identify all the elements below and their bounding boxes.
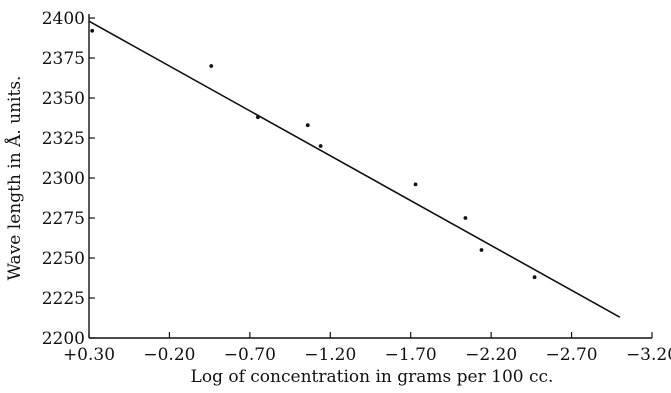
fit-line <box>88 20 621 318</box>
y-tick-label: 2350 <box>42 89 85 109</box>
data-point <box>90 28 95 33</box>
y-tick-label: 2250 <box>42 249 85 269</box>
x-tick-label: −1.70 <box>385 345 437 365</box>
y-tick-label: 2375 <box>42 49 85 69</box>
data-point <box>479 248 484 252</box>
x-tick-label: −0.20 <box>143 345 195 365</box>
x-tick-label: −0.70 <box>224 345 276 365</box>
y-ticks: 2200 2225 2250 2275 2300 2325 2350 2375 2400 <box>42 9 95 349</box>
y-tick-label: 2300 <box>42 169 85 189</box>
y-tick-label: 2225 <box>42 289 85 309</box>
x-tick-label: +0.30 <box>63 345 115 365</box>
x-ticks: +0.30 −0.20 −0.70 −1.20 −1.70 −2.20 −2.70 −3.20 <box>63 332 671 365</box>
x-axis-title: Log of concentration in grams per 100 cc… <box>191 367 554 387</box>
data-point <box>413 182 418 187</box>
data-point <box>305 123 310 128</box>
y-tick-label: 2325 <box>42 129 85 149</box>
x-tick-label: −3.20 <box>626 345 671 365</box>
data-point <box>209 64 214 68</box>
y-tick-label: 2400 <box>42 9 85 29</box>
data-point <box>256 115 260 120</box>
x-tick-label: −2.20 <box>465 345 517 365</box>
fit-line-group <box>88 20 621 318</box>
data-points <box>90 28 537 280</box>
y-axis-title: Wave length in Å. units. <box>4 76 25 281</box>
data-point <box>532 275 537 280</box>
y-tick-label: 2275 <box>42 209 85 229</box>
x-tick-label: −1.20 <box>304 345 356 365</box>
y-tick-label: 2200 <box>42 329 85 349</box>
data-point <box>318 144 323 148</box>
axes <box>88 14 652 339</box>
x-tick-label: −2.70 <box>546 345 598 365</box>
data-point <box>463 216 468 220</box>
